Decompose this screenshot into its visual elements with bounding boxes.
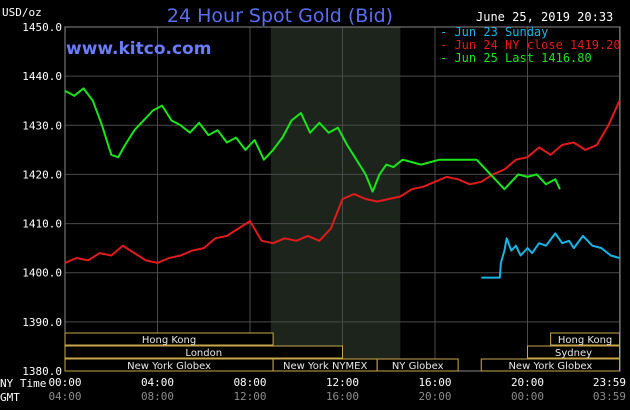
price-series bbox=[64, 87, 621, 279]
series-line-0 bbox=[481, 232, 620, 279]
x-tick-label-gmt: 08:00 bbox=[141, 390, 174, 403]
y-tick-label: 1450.0 bbox=[22, 21, 62, 34]
session-label: London bbox=[185, 348, 222, 359]
session-bar bbox=[64, 332, 274, 346]
session-bar bbox=[480, 358, 621, 372]
session-bar bbox=[376, 358, 459, 372]
x-tick-label-ny: 23:59 bbox=[593, 376, 626, 389]
nymex-session-shade bbox=[270, 27, 401, 371]
series-line-1 bbox=[64, 100, 621, 264]
x-tick-label-ny: 20:00 bbox=[511, 376, 544, 389]
session-label: New York NYMEX bbox=[283, 361, 368, 372]
x-tick-label-ny: 08:00 bbox=[233, 376, 266, 389]
x-tick-label-gmt: 04:00 bbox=[48, 390, 81, 403]
session-bar bbox=[550, 332, 621, 346]
y-tick-label: 1400.0 bbox=[22, 267, 62, 280]
x-axis-ticks: 00:0004:0004:0008:0008:0012:0012:0016:00… bbox=[48, 376, 626, 403]
session-label: New York Globex bbox=[508, 361, 592, 372]
x-tick-label-gmt: 00:00 bbox=[511, 390, 544, 403]
brand-url[interactable]: www.kitco.com bbox=[66, 39, 212, 59]
legend-item-jun25: - Jun 25 Last 1416.80 bbox=[440, 51, 592, 65]
gmt-label: GMT bbox=[0, 391, 20, 404]
session-label: Hong Kong bbox=[558, 335, 612, 346]
session-label: Hong Kong bbox=[142, 335, 196, 346]
y-tick-label: 1420.0 bbox=[22, 168, 62, 181]
legend-item-jun23: - Jun 23 Sunday bbox=[440, 25, 549, 39]
legend-item-jun24: - Jun 24 NY close 1419.20 bbox=[440, 38, 621, 52]
x-tick-label-ny: 16:00 bbox=[418, 376, 451, 389]
x-tick-label-ny: 04:00 bbox=[141, 376, 174, 389]
x-tick-label-gmt: 20:00 bbox=[418, 390, 451, 403]
y-tick-label: 1380.0 bbox=[22, 365, 62, 378]
legend: - Jun 23 Sunday - Jun 24 NY close 1419.2… bbox=[440, 26, 621, 65]
x-tick-label-ny: 12:00 bbox=[326, 376, 359, 389]
x-tick-label-gmt: 03:59 bbox=[593, 390, 626, 403]
x-tick-label-ny: 00:00 bbox=[48, 376, 81, 389]
y-tick-label: 1410.0 bbox=[22, 218, 62, 231]
session-bar bbox=[64, 345, 343, 359]
y-axis-ticks: 1450.0 1440.0 1430.0 1420.0 1410.0 1400.0 1390… bbox=[22, 21, 62, 378]
date-stamp: June 25, 2019 20:33 bbox=[476, 10, 614, 24]
y-axis-label: USD/oz bbox=[2, 6, 42, 19]
session-label: NY Globex bbox=[392, 361, 444, 372]
session-label: New York Globex bbox=[127, 361, 211, 372]
market-session-bars: Hong Kong London New York Globex New York N… bbox=[64, 332, 621, 372]
x-tick-label-gmt: 16:00 bbox=[326, 390, 359, 403]
ny-time-label: NY Time bbox=[0, 377, 47, 390]
y-tick-label: 1440.0 bbox=[22, 70, 62, 83]
session-label: Sydney bbox=[555, 348, 592, 359]
x-tick-label-gmt: 12:00 bbox=[233, 390, 266, 403]
y-tick-label: 1430.0 bbox=[22, 119, 62, 132]
chart-title: 24 Hour Spot Gold (Bid) bbox=[166, 5, 394, 27]
series-line-2 bbox=[64, 87, 561, 193]
y-tick-label: 1390.0 bbox=[22, 316, 62, 329]
session-bar bbox=[527, 345, 621, 359]
